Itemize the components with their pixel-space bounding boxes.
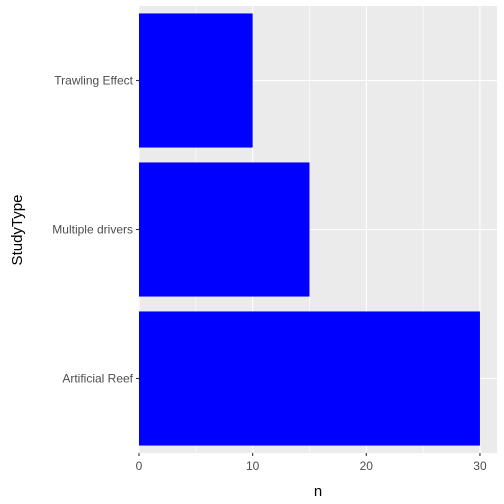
x-tick-label: 20 [360, 459, 374, 473]
bar-trawling-effect [139, 13, 253, 147]
y-tick-label: Artificial Reef [62, 372, 133, 386]
y-tick-label: Trawling Effect [54, 74, 133, 88]
x-tick-label: 10 [246, 459, 260, 473]
x-tick-label: 0 [136, 459, 143, 473]
y-axis: Trawling Effect Multiple drivers Artificia… [52, 74, 139, 386]
x-axis-title: n [314, 483, 322, 500]
y-axis-title: StudyType [9, 195, 26, 266]
bar-multiple-drivers [139, 162, 309, 296]
x-axis: 0 10 20 30 [136, 453, 487, 473]
x-tick-label: 30 [473, 459, 487, 473]
bar-artificial-reef [139, 311, 480, 445]
y-tick-label: Multiple drivers [52, 223, 133, 237]
